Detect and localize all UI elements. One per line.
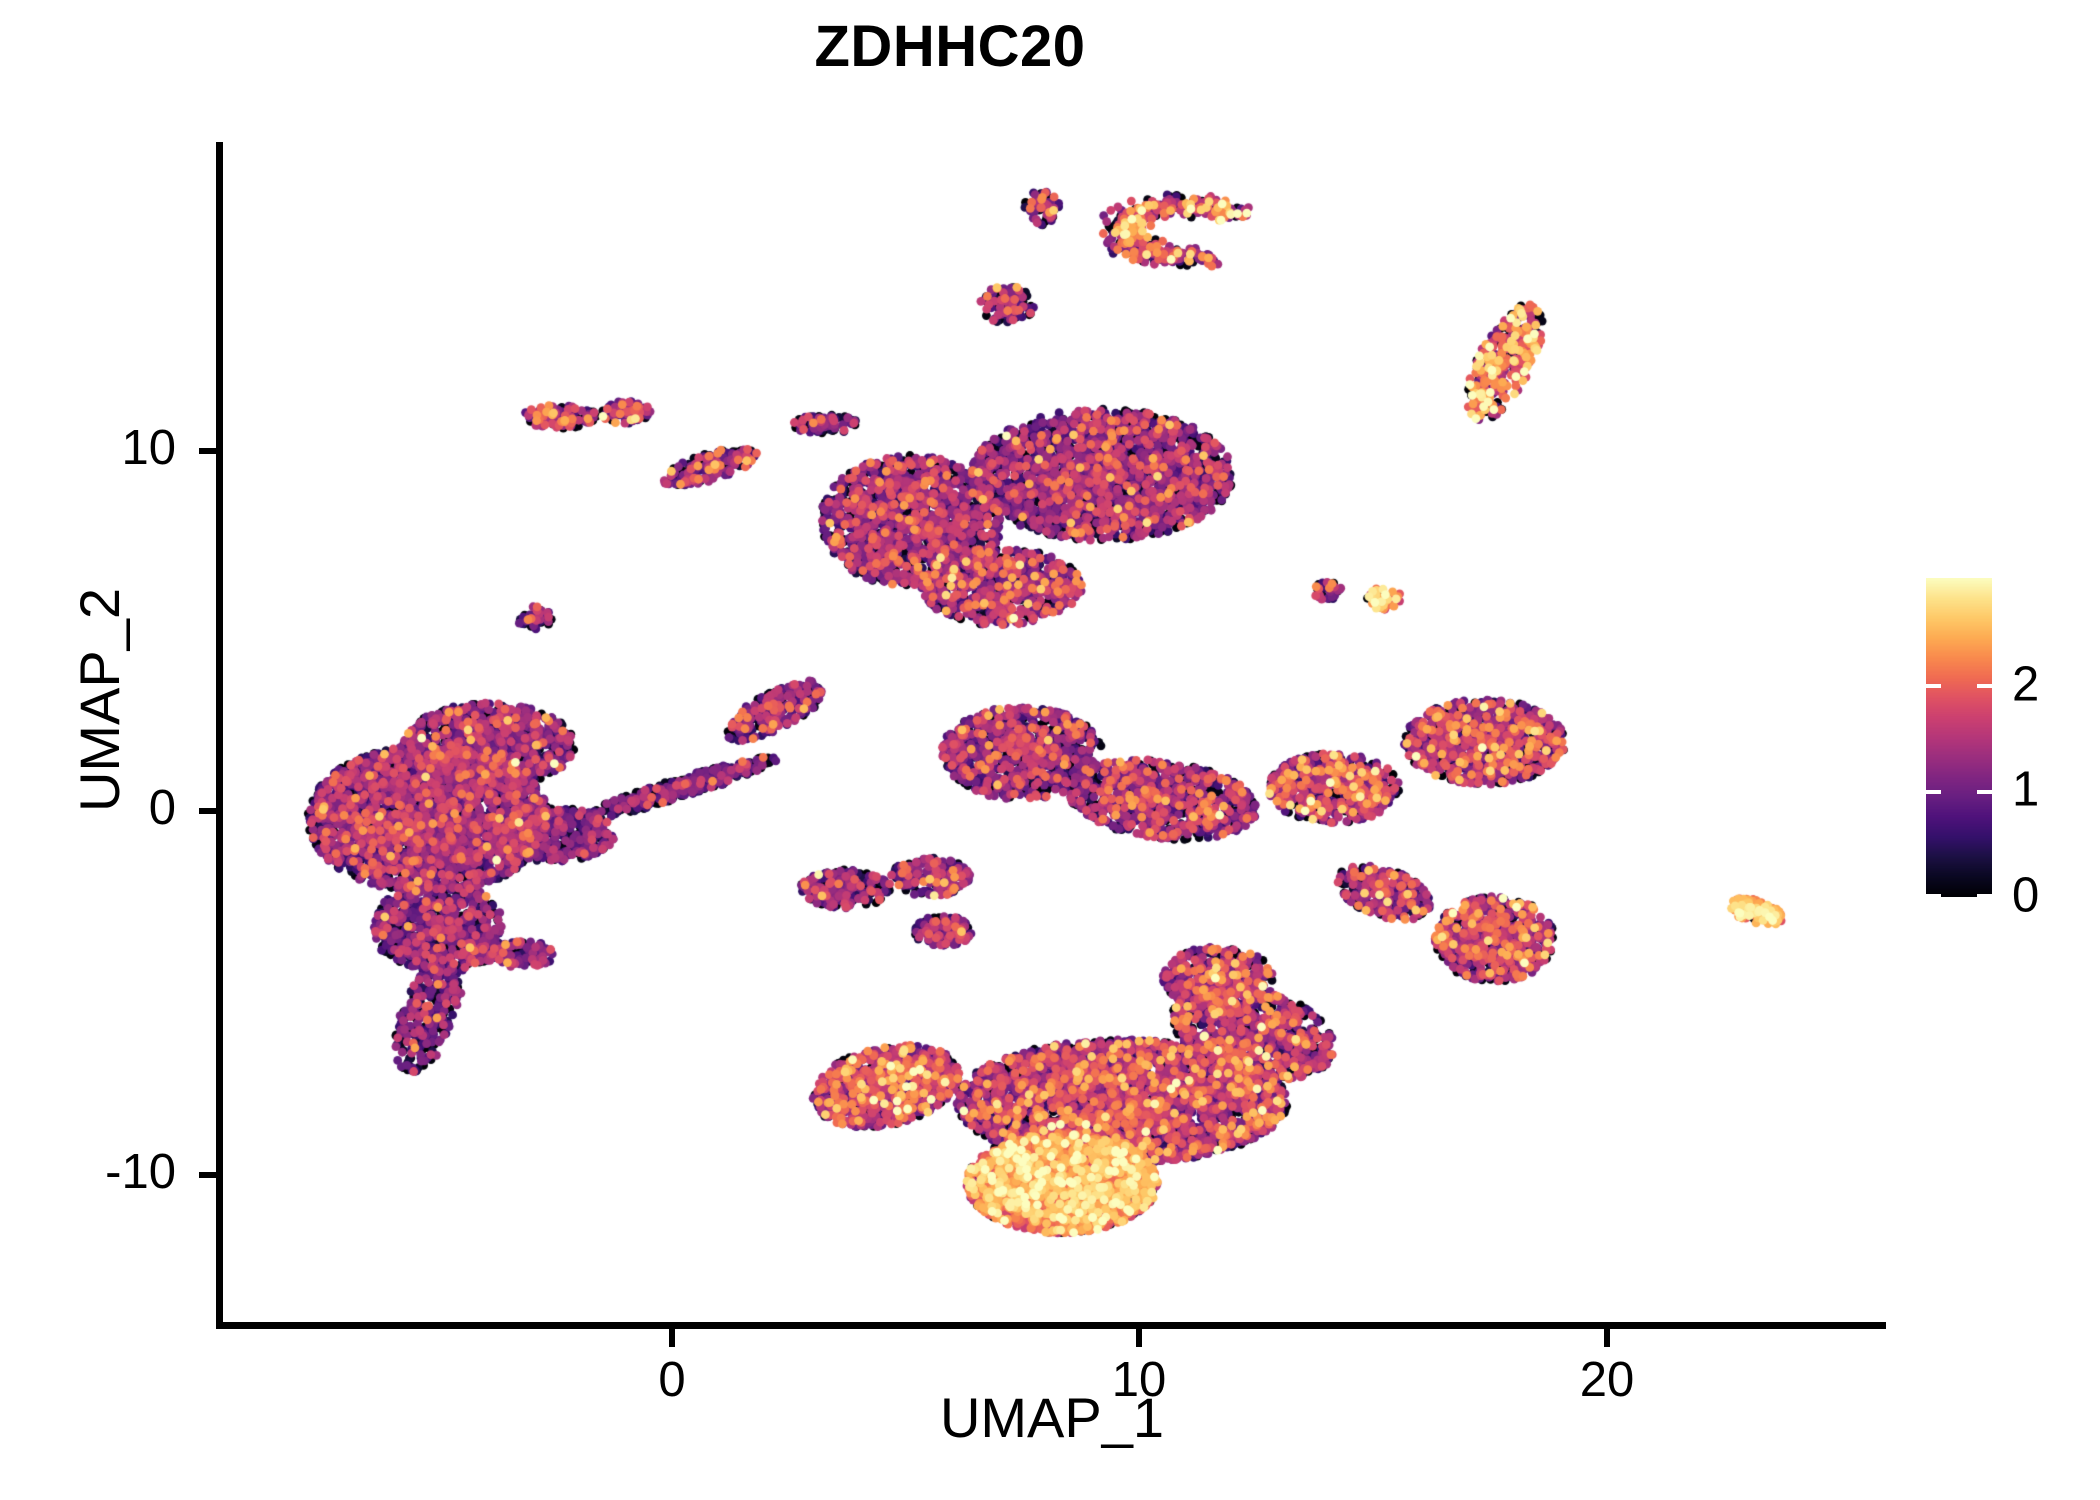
y-tick-label-10: 10 bbox=[121, 421, 176, 475]
y-tick-label-0: 0 bbox=[148, 781, 176, 835]
colorbar-tick-0-left bbox=[1926, 894, 1941, 898]
x-axis-line bbox=[216, 1322, 1886, 1329]
page-title: ZDHHC20 bbox=[814, 14, 1086, 79]
x-tick-label-10: 10 bbox=[1111, 1353, 1167, 1407]
x-tick-10 bbox=[1136, 1329, 1142, 1347]
y-tick-minus-10 bbox=[199, 1172, 216, 1178]
y-tick-10 bbox=[199, 448, 216, 454]
x-tick-label-20: 20 bbox=[1579, 1353, 1635, 1407]
y-axis-line bbox=[216, 142, 223, 1324]
colorbar-label-2: 2 bbox=[2012, 657, 2040, 712]
x-tick-label-0: 0 bbox=[658, 1353, 686, 1407]
scatter-plot-canvas bbox=[222, 142, 1882, 1322]
colorbar-canvas bbox=[1926, 578, 1992, 897]
colorbar-label-1: 1 bbox=[2012, 762, 2040, 817]
x-axis-title: UMAP_1 bbox=[939, 1386, 1165, 1449]
y-tick-0 bbox=[199, 808, 216, 814]
colorbar-tick-1-right bbox=[1977, 790, 1992, 794]
x-tick-20 bbox=[1604, 1329, 1610, 1347]
colorbar-label-0: 0 bbox=[2012, 868, 2040, 923]
colorbar-tick-2-left bbox=[1926, 684, 1941, 688]
colorbar-gradient bbox=[1926, 578, 1992, 898]
colorbar-tick-0-right bbox=[1977, 894, 1992, 898]
x-tick-0 bbox=[669, 1329, 675, 1347]
y-tick-label-minus-10: -10 bbox=[105, 1145, 176, 1199]
y-axis-title: UMAP_2 bbox=[68, 587, 131, 813]
colorbar-legend: 2 1 0 bbox=[1926, 578, 2086, 920]
plot-panel bbox=[222, 142, 1882, 1322]
colorbar-tick-1-left bbox=[1926, 790, 1941, 794]
colorbar-tick-2-right bbox=[1977, 684, 1992, 688]
